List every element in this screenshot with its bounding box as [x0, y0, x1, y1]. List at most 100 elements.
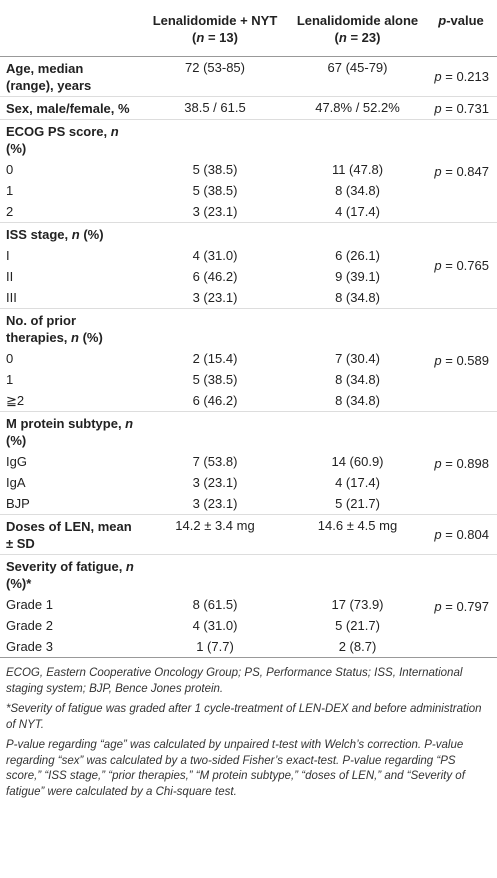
column-name: p-value — [438, 13, 484, 28]
cell-value: 5 (38.5) — [192, 183, 238, 198]
row-label: 2 — [6, 204, 14, 219]
cell-value: 2 (15.4) — [192, 351, 238, 366]
group-row: Sex, male/female, % 38.5 / 61.5 47.8% / 52… — [0, 96, 497, 120]
row-label: 1 — [6, 372, 14, 387]
group-row: Severity of fatigue, n (%)* p = 0.797 — [0, 554, 497, 614]
p-value: p = 0.213 — [434, 69, 489, 84]
sub-row: I 4 (31.0) 6 (26.1) — [0, 245, 497, 266]
empty-cell — [140, 412, 425, 452]
row-label: Grade 3 — [6, 639, 53, 654]
row-label: III — [6, 290, 17, 305]
column-n: (n = 23) — [334, 30, 381, 45]
sub-row: Grade 3 1 (7.7) 2 (8.7) — [0, 636, 497, 658]
sub-row: Grade 1 8 (61.5) 17 (73.9) — [0, 594, 497, 615]
column-name: Lenalidomide alone — [296, 13, 419, 28]
cell-value: 17 (73.9) — [331, 597, 384, 612]
footnotes: ECOG, Eastern Cooperative Oncology Group… — [0, 658, 497, 800]
sub-row: 1 5 (38.5) 8 (34.8) — [0, 180, 497, 201]
cell-value: 2 (8.7) — [338, 639, 377, 654]
cell-value: 72 (53-85) — [185, 60, 245, 75]
group-label: Age, median (range), years — [6, 61, 92, 93]
cell-value: 3 (23.1) — [192, 496, 238, 511]
group-label: ECOG PS score, n (%) — [6, 124, 119, 156]
cell-value: 5 (38.5) — [192, 162, 238, 177]
table-body: Age, median (range), years 72 (53-85) 67 (… — [0, 56, 497, 658]
empty-cell — [140, 223, 425, 246]
group-label: Severity of fatigue, n (%)* — [6, 559, 134, 591]
p-value: p = 0.847 — [434, 163, 489, 179]
column-header: Lenalidomide + NYT (n = 13) — [140, 0, 290, 57]
cell-value: 6 (46.2) — [192, 269, 238, 284]
cell-value: 8 (34.8) — [335, 393, 380, 408]
group-row: M protein subtype, n (%) p = 0.898 — [0, 411, 497, 471]
empty-cell — [140, 309, 425, 349]
cell-value: 3 (23.1) — [192, 290, 238, 305]
row-label: Grade 1 — [6, 597, 53, 612]
p-value: p = 0.731 — [434, 100, 489, 116]
row-label: Grade 2 — [6, 618, 53, 633]
sub-row: 0 5 (38.5) 11 (47.8) — [0, 159, 497, 180]
cell-value: 8 (34.8) — [335, 183, 380, 198]
cell-value: 38.5 / 61.5 — [184, 100, 246, 115]
sub-row: IgG 7 (53.8) 14 (60.9) — [0, 451, 497, 472]
p-value: p = 0.765 — [434, 258, 489, 273]
cell-value: 6 (26.1) — [335, 248, 380, 263]
group-label: No. of prior therapies, n (%) — [6, 313, 103, 345]
column-name: Lenalidomide + NYT — [152, 13, 278, 28]
cell-value: 3 (23.1) — [192, 475, 238, 490]
sub-row: 2 3 (23.1) 4 (17.4) — [0, 201, 497, 223]
row-label: IgG — [6, 454, 27, 469]
cell-value: 14 (60.9) — [331, 454, 384, 469]
footnote: ECOG, Eastern Cooperative Oncology Group… — [6, 667, 463, 695]
cell-value: 5 (38.5) — [192, 372, 238, 387]
header-row: Lenalidomide + NYT (n = 13) Lenalidomide a… — [0, 0, 497, 57]
cell-value: 8 (34.8) — [335, 290, 380, 305]
cell-value: 8 (34.8) — [335, 372, 380, 387]
p-value: p = 0.898 — [434, 455, 489, 471]
cell-value: 67 (45-79) — [327, 60, 388, 75]
group-row: ECOG PS score, n (%) p = 0.847 — [0, 119, 497, 179]
cell-value: 4 (17.4) — [335, 204, 380, 219]
cell-value: 7 (53.8) — [192, 454, 238, 469]
row-label: ≧2 — [6, 393, 25, 408]
header-blank — [0, 0, 140, 57]
empty-cell — [140, 120, 425, 160]
column-header: Lenalidomide alone (n = 23) — [290, 0, 425, 57]
sub-row: BJP 3 (23.1) 5 (21.7) — [0, 493, 497, 515]
cell-value: 4 (31.0) — [192, 248, 238, 263]
sub-row: Grade 2 4 (31.0) 5 (21.7) — [0, 615, 497, 636]
row-label: 0 — [6, 351, 14, 366]
cell-value: 5 (21.7) — [335, 618, 380, 633]
cell-value: 14.2 ± 3.4 mg — [175, 518, 255, 533]
cell-value: 11 (47.8) — [331, 162, 384, 177]
sub-row: ≧2 6 (46.2) 8 (34.8) — [0, 390, 497, 412]
cell-value: 6 (46.2) — [192, 393, 238, 408]
group-row: Age, median (range), years 72 (53-85) 67 (… — [0, 56, 497, 97]
sub-row: II 6 (46.2) 9 (39.1) — [0, 266, 497, 287]
group-label: ISS stage, n (%) — [6, 227, 104, 242]
row-label: 0 — [6, 162, 14, 177]
p-value: p = 0.589 — [434, 352, 489, 368]
row-label: IgA — [6, 475, 26, 490]
footnote: *Severity of fatigue was graded after 1 … — [6, 703, 482, 731]
cell-value: 3 (23.1) — [192, 204, 238, 219]
group-label: Doses of LEN, mean ± SD — [6, 519, 132, 551]
empty-cell — [140, 555, 425, 595]
sub-row: 1 5 (38.5) 8 (34.8) — [0, 369, 497, 390]
cell-value: 8 (61.5) — [192, 597, 238, 612]
group-label: M protein subtype, n (%) — [6, 416, 134, 448]
group-row: ISS stage, n (%) p = 0.765 — [0, 222, 497, 273]
p-value: p = 0.804 — [434, 527, 489, 542]
footnote: P-value regarding “age” was calculated b… — [6, 739, 465, 798]
group-row: No. of prior therapies, n (%) p = 0.589 — [0, 308, 497, 368]
cell-value: 1 (7.7) — [196, 639, 234, 654]
row-label: 1 — [6, 183, 14, 198]
group-label: Sex, male/female, % — [6, 101, 130, 116]
cell-value: 5 (21.7) — [335, 496, 380, 511]
group-row: Doses of LEN, mean ± SD 14.2 ± 3.4 mg 14.6… — [0, 514, 497, 555]
cell-value: 4 (17.4) — [335, 475, 380, 490]
sub-row: III 3 (23.1) 8 (34.8) — [0, 287, 497, 309]
cell-value: 9 (39.1) — [335, 269, 380, 284]
column-header: p-value — [425, 0, 497, 57]
